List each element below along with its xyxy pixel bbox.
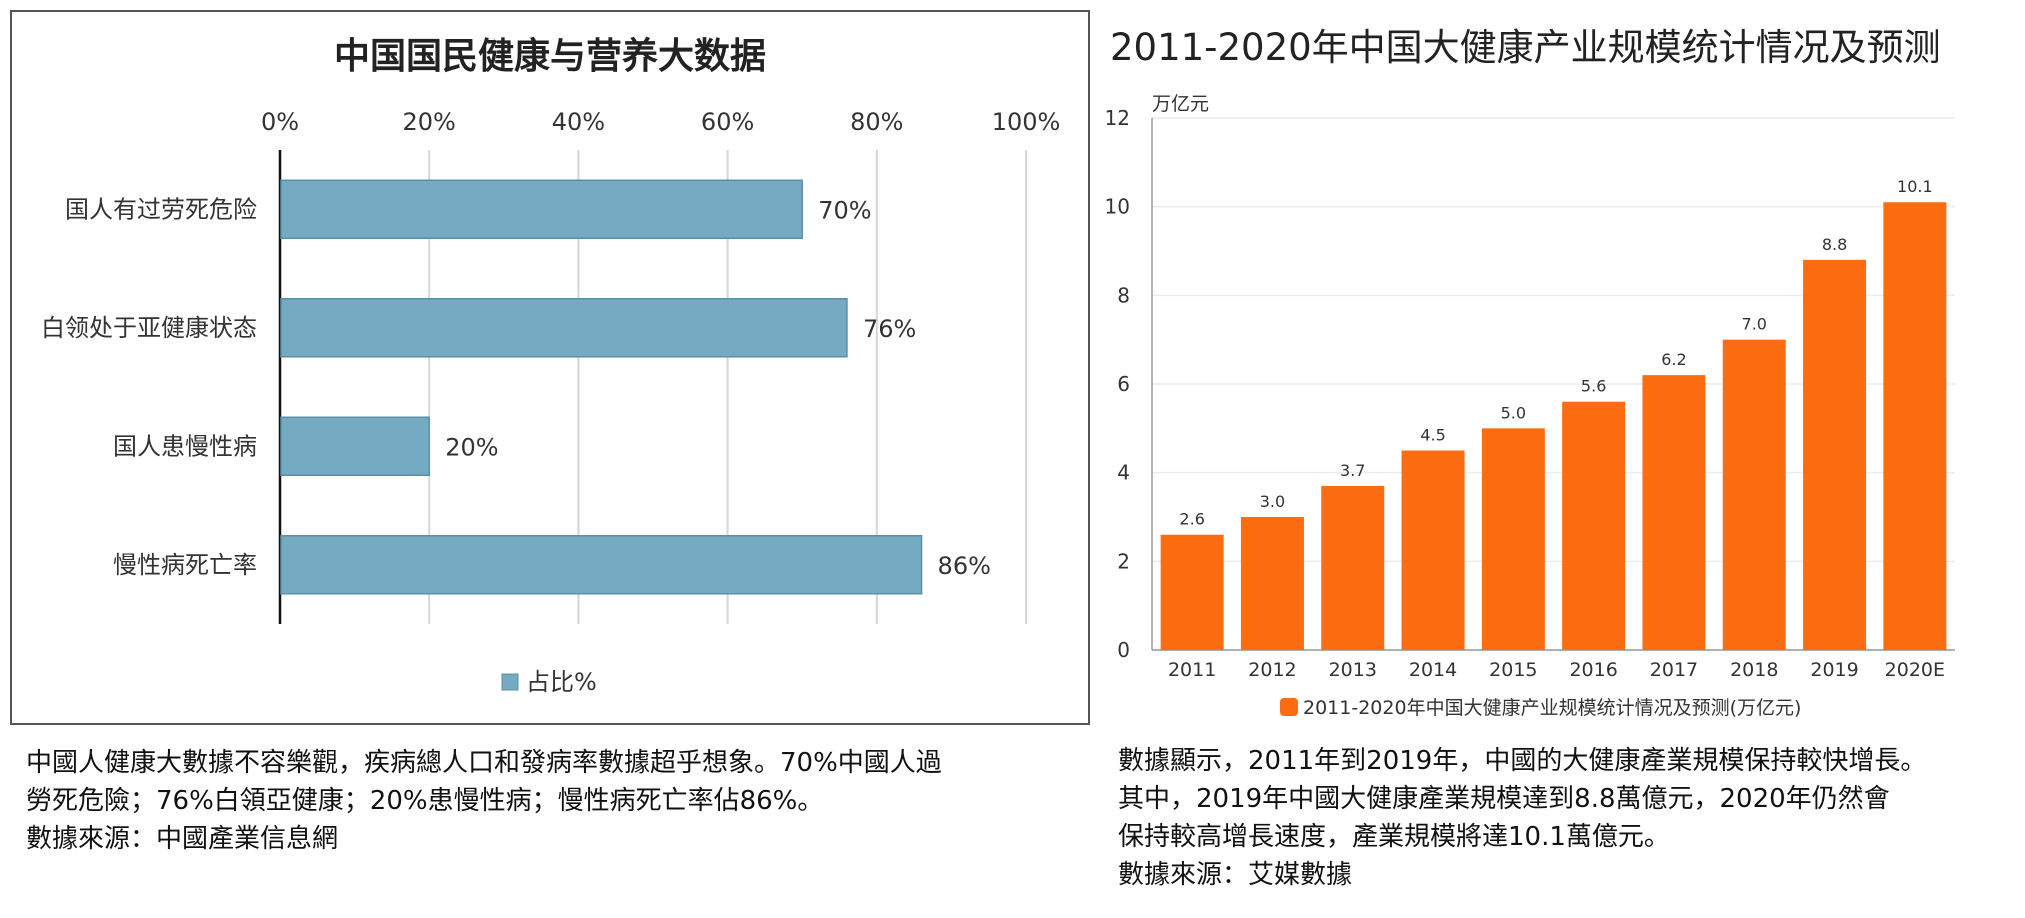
bar bbox=[1481, 428, 1545, 650]
x-tick-label: 20% bbox=[403, 108, 456, 136]
bar bbox=[280, 179, 803, 239]
x-tick-label: 2013 bbox=[1329, 659, 1377, 681]
data-label: 8.8 bbox=[1822, 235, 1847, 254]
left-caption-source: 數據來源：中國產業信息網 bbox=[26, 824, 339, 854]
x-tick-label: 2011 bbox=[1168, 659, 1216, 681]
bar bbox=[280, 535, 923, 595]
legend-swatch bbox=[1280, 698, 1298, 716]
right-chart-panel: 2011-2020年中国大健康产业规模统计情况及预测万亿元 0 2 4 6 8 10 12 2.… bbox=[1100, 0, 2025, 740]
bar bbox=[1803, 259, 1867, 650]
x-tick-label: 100% bbox=[992, 108, 1061, 136]
x-tick-label: 2015 bbox=[1489, 659, 1537, 681]
y-unit-label: 万亿元 bbox=[1152, 93, 1209, 115]
category-label: 国人有过劳死危险 bbox=[65, 195, 257, 223]
bar bbox=[280, 416, 430, 476]
right-caption-line: 數據顯示，2011年到2019年，中國的大健康產業規模保持較快增長。 bbox=[1118, 746, 1927, 776]
data-label: 20% bbox=[445, 433, 498, 461]
x-tick-label: 80% bbox=[850, 108, 903, 136]
bar bbox=[1321, 485, 1385, 650]
data-label: 76% bbox=[863, 315, 916, 343]
bar bbox=[1722, 339, 1786, 650]
category-label: 国人患慢性病 bbox=[113, 432, 257, 460]
data-label: 5.0 bbox=[1501, 403, 1526, 422]
x-tick-label: 2014 bbox=[1409, 659, 1457, 681]
data-label: 4.5 bbox=[1420, 426, 1445, 445]
x-tick-label: 2012 bbox=[1248, 659, 1296, 681]
chart-title: 中国国民健康与营养大数据 bbox=[334, 35, 766, 77]
x-tick-label: 2016 bbox=[1569, 659, 1617, 681]
data-label: 3.0 bbox=[1260, 492, 1285, 511]
category-label: 慢性病死亡率 bbox=[113, 551, 257, 579]
bar bbox=[280, 298, 848, 358]
y-tick-label: 6 bbox=[1117, 372, 1130, 396]
x-tick-label: 2017 bbox=[1650, 659, 1698, 681]
y-tick-label: 8 bbox=[1117, 283, 1130, 307]
x-tick-label: 2018 bbox=[1730, 659, 1778, 681]
bar bbox=[1401, 450, 1465, 650]
x-tick-label: 0% bbox=[261, 108, 299, 136]
data-label: 70% bbox=[818, 196, 871, 224]
x-tick-label: 60% bbox=[701, 108, 754, 136]
y-tick-label: 0 bbox=[1117, 638, 1130, 662]
legend-swatch bbox=[501, 673, 519, 691]
category-label: 白领处于亚健康状态 bbox=[41, 314, 257, 342]
y-tick-label: 10 bbox=[1105, 195, 1130, 219]
x-tick-label: 2019 bbox=[1810, 659, 1858, 681]
y-tick-label: 2 bbox=[1117, 549, 1130, 573]
chart-title: 2011-2020年中国大健康产业规模统计情况及预测 bbox=[1110, 26, 1941, 69]
data-label: 2.6 bbox=[1179, 510, 1204, 529]
left-chart-panel: 中国国民健康与营养大数据 0% 20% 40% 60% 80% 100% 国人有过劳死危险 70… bbox=[10, 10, 1090, 725]
legend-label: 2011-2020年中国大健康产业规模统计情况及预测(万亿元) bbox=[1303, 697, 1801, 719]
right-caption-line: 保持較高增長速度，產業規模將達10.1萬億元。 bbox=[1118, 822, 1670, 852]
data-label: 7.0 bbox=[1742, 315, 1767, 334]
data-label: 86% bbox=[938, 552, 991, 580]
x-tick-label: 40% bbox=[552, 108, 605, 136]
legend-label: 占比% bbox=[526, 668, 597, 696]
data-label: 10.1 bbox=[1897, 177, 1933, 196]
bar bbox=[1562, 401, 1626, 650]
bar bbox=[1883, 202, 1947, 650]
bar bbox=[1160, 534, 1224, 650]
data-label: 5.6 bbox=[1581, 377, 1606, 396]
data-label: 3.7 bbox=[1340, 461, 1365, 480]
right-caption-source: 數據來源：艾媒數據 bbox=[1118, 860, 1353, 890]
y-tick-label: 12 bbox=[1105, 106, 1130, 130]
x-tick-label: 2020E bbox=[1885, 659, 1945, 681]
left-caption-line: 中國人健康大數據不容樂觀，疾病總人口和發病率數據超乎想象。70%中國人過 bbox=[26, 748, 942, 778]
left-caption-line: 勞死危險；76%白領亞健康；20%患慢性病；慢性病死亡率佔86%。 bbox=[26, 786, 824, 816]
left-caption: 中國人健康大數據不容樂觀，疾病總人口和發病率數據超乎想象。70%中國人過 勞死危… bbox=[26, 744, 1086, 858]
y-tick-label: 4 bbox=[1117, 461, 1130, 485]
bar bbox=[1642, 375, 1706, 650]
right-caption: 數據顯示，2011年到2019年，中國的大健康產業規模保持較快增長。 其中，20… bbox=[1118, 742, 2018, 894]
health-bar-chart: 中国国民健康与营养大数据 0% 20% 40% 60% 80% 100% 国人有过劳死危险 70… bbox=[41, 35, 1061, 696]
data-label: 6.2 bbox=[1661, 350, 1686, 369]
bar bbox=[1240, 517, 1304, 650]
right-caption-line: 其中，2019年中國大健康產業規模達到8.8萬億元，2020年仍然會 bbox=[1118, 784, 1890, 814]
